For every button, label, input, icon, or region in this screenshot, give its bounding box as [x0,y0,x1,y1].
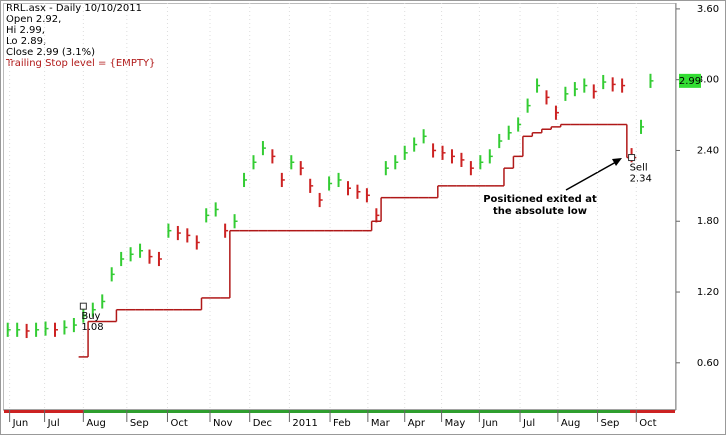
header-line: Lo 2.89, [6,36,46,47]
signal-strip [630,410,675,413]
signal-name: Buy [81,311,100,322]
annotation-arrowhead [612,158,622,166]
x-tick-label: Jul [47,418,60,429]
signal-price: 1.08 [81,322,103,333]
signal-marker [628,154,636,162]
x-tick-label: Aug [561,418,581,429]
x-tick-label: May [445,418,466,429]
x-tick-label: Oct [639,418,656,429]
annotation: Positioned exited at [483,194,597,205]
signal-price: 2.34 [630,174,652,185]
x-tick-label: Sep [601,418,620,429]
plot-area [3,3,676,410]
x-tick-label: Jun [481,418,498,429]
header-line: Close 2.99 (3.1%) [6,47,95,58]
last-price-label: 2.99 [679,76,701,87]
y-tick-label: 1.80 [697,216,719,227]
signal-strip [84,410,630,413]
signal-name: Sell [630,163,648,174]
signal-strip [4,410,84,413]
y-tick-label: 2.40 [697,145,719,156]
header-line: Open 2.92, [6,14,61,25]
x-tick-label: Aug [86,418,106,429]
x-tick-label: Oct [170,418,187,429]
x-tick-label: 2011 [292,418,317,429]
y-tick-label: 1.20 [697,287,719,298]
header-line: Hi 2.99, [6,25,45,36]
stop-header: Trailing Stop level = {EMPTY} [5,58,155,69]
annotation: the absolute low [493,206,587,217]
x-tick-label: Jul [522,418,535,429]
y-tick-label: 0.60 [697,358,719,369]
signal-marker [79,302,87,310]
last-price-tag [679,73,701,88]
x-tick-label: Feb [333,418,351,429]
header-line: RRL.asx - Daily 10/10/2011 [6,3,142,14]
x-tick-label: Nov [213,418,233,429]
x-tick-label: Sep [130,418,149,429]
x-tick-label: Jun [12,418,29,429]
y-tick-label: 3.60 [697,4,719,15]
x-tick-label: Apr [408,418,426,429]
annotation-arrow [565,161,617,191]
x-tick-label: Mar [371,418,391,429]
x-tick-label: Dec [253,418,272,429]
y-tick-label: 3.00 [697,75,719,86]
